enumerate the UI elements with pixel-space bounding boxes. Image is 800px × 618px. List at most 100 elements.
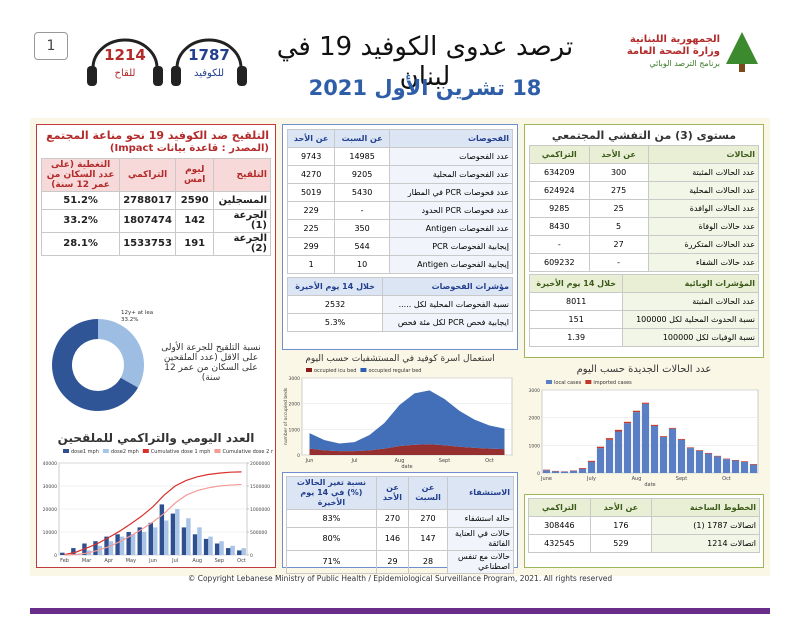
bar xyxy=(170,513,176,555)
table-cell: 624924 xyxy=(529,181,590,200)
table-row: عدد الفحوصات Antigen 350 225 xyxy=(286,219,514,238)
table-header: خلال 14 يوم الأخيرة xyxy=(528,274,624,293)
bar xyxy=(713,455,722,457)
hotline-label: للقاح xyxy=(115,68,136,79)
table-cell: حالات مع تنفس اصطناعي xyxy=(446,550,515,574)
table-cell: 308446 xyxy=(528,516,591,535)
table-header: نسبة تغير الحالات (%) في 14 يوم الأخيرة xyxy=(286,476,377,510)
table-cell: 544 xyxy=(334,237,390,256)
table-cell: 25 xyxy=(588,199,649,218)
table-row: الجرعة (2) 191 1533753 28.1% xyxy=(40,232,271,256)
y-tick-label: 2000 xyxy=(529,416,541,422)
table-cell: 8011 xyxy=(528,292,624,311)
chart-title: العدد اليومي والتراكمي للملقحين xyxy=(57,431,255,445)
x-tick-label: Aug xyxy=(192,558,202,564)
table-row: حالات في العناية الفائقة 147 146 80% xyxy=(286,527,515,551)
logo-text: الجمهورية اللبنانية وزارة الصحة العامة ب… xyxy=(600,34,720,70)
bar xyxy=(181,527,187,555)
bar xyxy=(596,446,605,449)
table-cell: عدد فحوصات PCR في المطار xyxy=(388,183,514,202)
line xyxy=(64,471,242,556)
bar xyxy=(175,509,180,555)
x-tick-label: Jul xyxy=(171,558,178,564)
bar xyxy=(126,532,131,555)
table-cell: 9285 xyxy=(529,199,590,218)
bar xyxy=(614,431,623,473)
y-tick-label: 2000 xyxy=(289,402,301,408)
logo-line: برنامج الترصد الوبائي xyxy=(649,59,720,68)
bar xyxy=(60,552,65,555)
bar xyxy=(722,458,731,460)
table-cell: حالات في العناية الفائقة xyxy=(446,527,515,551)
table-header: التراكمي xyxy=(119,158,176,192)
table-row: عدد الحالات المحلية 275 624924 xyxy=(529,181,760,200)
table-cell: اتصالات 1214 xyxy=(651,534,760,553)
y-tick-label: 0 xyxy=(537,471,540,477)
table-row: حالة استشفاء 270 270 83% xyxy=(286,509,515,528)
table-cell: نسبة الوفيات لكل 100000 xyxy=(622,328,759,347)
footer-bar xyxy=(30,608,770,614)
table-cell: 83% xyxy=(286,509,377,528)
table-cell: إيجابية الفحوصات Antigen xyxy=(388,255,514,274)
table-cell: - xyxy=(334,201,390,220)
table-header: التغطية (على عدد السكان من عمر 12 سنة) xyxy=(40,158,121,192)
bar xyxy=(704,453,713,473)
table-cell: عدد حالات الوفاة xyxy=(647,217,760,236)
x-tick-label: Sept xyxy=(676,476,687,482)
bar xyxy=(237,550,242,555)
table-cell: 4270 xyxy=(286,165,336,184)
bar xyxy=(578,468,587,473)
bar xyxy=(731,460,740,473)
table-cell: 300 xyxy=(588,163,649,182)
x-axis-label: date xyxy=(644,482,655,488)
table-cell: حالة استشفاء xyxy=(446,509,515,528)
table-cell: عدد الحالات المثبتة xyxy=(622,292,759,311)
x-tick-label: Oct xyxy=(237,558,246,564)
y2-tick-label: 0 xyxy=(250,553,253,559)
logo-line: الجمهورية اللبنانية xyxy=(629,34,720,45)
table-cell: 33.2% xyxy=(40,209,121,233)
table-cell: 270 xyxy=(408,509,448,528)
table-cell: 299 xyxy=(286,237,336,256)
y-tick-label: 30000 xyxy=(43,484,57,490)
y-tick-label: 3000 xyxy=(529,388,541,394)
x-axis-label: date xyxy=(401,464,412,470)
table-header: الفحوصات xyxy=(388,129,514,148)
x-tick-label: Sept xyxy=(439,458,450,464)
table-row: عدد حالات الشفاء -609232 xyxy=(529,253,760,272)
table-row: ايجابية فحص PCR لكل مئة فحص 5.3% xyxy=(286,313,513,332)
table-header: عن الأحد xyxy=(375,476,410,510)
table-cell: عدد الحالات الوافدة xyxy=(647,199,760,218)
bar xyxy=(587,460,596,462)
x-tick-label: Oct xyxy=(722,476,731,482)
bar xyxy=(695,450,704,451)
table-cell: 8430 xyxy=(529,217,590,236)
x-tick-label: Sep xyxy=(215,558,224,564)
legend-swatch xyxy=(63,449,69,453)
plot-area xyxy=(541,389,759,474)
cases-panel: مستوى (3) من التفشي المجتمعي الحالات عن ا… xyxy=(524,124,764,358)
bar xyxy=(731,459,740,461)
tests-indicators: مؤشرات الفحوصات خلال 14 يوم الأخيرة نسبة ا… xyxy=(286,277,513,332)
legend-label: occupied regular bed xyxy=(368,368,421,374)
bar xyxy=(119,536,125,555)
table-cell: 529 xyxy=(589,534,653,553)
donut-chart: 12y+ at least 1 dose33.2% xyxy=(52,310,153,411)
cases-chart: 0 1000 2000 3000 June July Aug Sept Oct date local… xyxy=(529,380,759,488)
legend-swatch xyxy=(585,380,592,384)
bar xyxy=(208,536,213,555)
table-header: عن الأحد xyxy=(589,498,653,517)
table-header: مؤشرات الفحوصات xyxy=(382,277,513,296)
table-cell: 2590 xyxy=(174,191,215,210)
y-tick-label: 40000 xyxy=(43,461,57,467)
bar xyxy=(650,425,659,473)
logo-line: وزارة الصحة العامة xyxy=(626,46,720,57)
bar xyxy=(203,538,209,555)
x-tick-label: June xyxy=(540,476,552,482)
table-cell: عدد الحالات المثبتة xyxy=(647,163,760,182)
table-cell: عدد فحوصات PCR الحدود xyxy=(388,201,514,220)
tests-panel: الفحوصات عن السبت عن الأحد عدد الفحوصات 1498… xyxy=(282,124,518,350)
chart-title: عدد الحالات الجديدة حسب اليوم xyxy=(576,364,712,375)
table-cell: 29 xyxy=(375,550,410,574)
vaccination-chart: 0 10000 20000 30000 40000 0 500000 1000000 15000… xyxy=(43,449,273,564)
